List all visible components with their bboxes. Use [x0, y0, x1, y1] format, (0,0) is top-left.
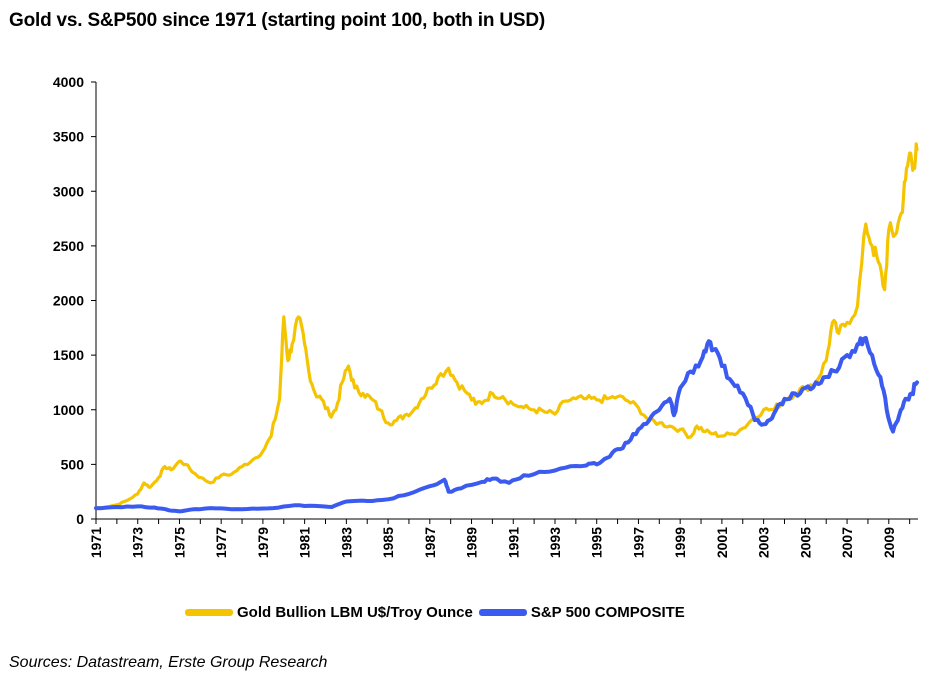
y-tick-label: 500 [61, 456, 85, 472]
x-tick-label: 1981 [297, 527, 313, 558]
x-tick-label: 2009 [881, 527, 897, 558]
x-tick-label: 1995 [589, 527, 605, 558]
x-tick-label: 1973 [130, 527, 146, 558]
source-note: Sources: Datastream, Erste Group Researc… [9, 654, 328, 671]
x-tick-label: 1979 [255, 527, 271, 558]
y-tick-label: 2500 [53, 238, 84, 254]
x-tick-label: 1983 [338, 527, 354, 558]
x-tick-label: 2005 [797, 527, 813, 558]
x-tick-label: 2001 [714, 527, 730, 558]
legend-item-gold: Gold Bullion LBM U$/Troy Ounce [185, 604, 473, 621]
axes: 0 500 1000 1500 2000 2500 3000 3500 4000 1971 1973… [53, 74, 918, 558]
y-tick-label: 1500 [53, 347, 84, 363]
x-tick-label: 1987 [422, 527, 438, 558]
x-tick-label: 1985 [380, 527, 396, 558]
x-tick-label: 1993 [547, 527, 563, 558]
series-lines [94, 142, 919, 514]
legend-label-gold: Gold Bullion LBM U$/Troy Ounce [237, 604, 473, 621]
y-tick-label: 1000 [53, 402, 84, 418]
x-tick-label: 1971 [88, 527, 104, 558]
x-tick-label: 1991 [505, 527, 521, 558]
x-tick-label: 1975 [171, 527, 187, 558]
y-tick-label: 3500 [53, 129, 84, 145]
y-tick-label: 3000 [53, 183, 84, 199]
x-tick-label: 1977 [213, 527, 229, 558]
x-tick-label: 1997 [630, 527, 646, 558]
y-tick-label: 2000 [53, 293, 84, 309]
chart-area: 0 500 1000 1500 2000 2500 3000 3500 4000 1971 1973… [53, 74, 919, 558]
y-tick-label: 4000 [53, 74, 84, 90]
chart-title: Gold vs. S&P500 since 1971 (starting poi… [9, 10, 545, 31]
x-tick-label: 2003 [756, 527, 772, 558]
y-tick-label: 0 [76, 511, 84, 527]
legend-swatch-gold [185, 609, 233, 616]
legend-label-sp500: S&P 500 COMPOSITE [530, 604, 685, 621]
legend: Gold Bullion LBM U$/Troy Ounce S&P 500 C… [185, 604, 691, 621]
x-tick-label: 1999 [672, 527, 688, 558]
x-tick-label: 1989 [464, 527, 480, 558]
x-tick-label: 2007 [839, 527, 855, 558]
series-line-gold [94, 142, 919, 510]
legend-swatch-sp500 [478, 609, 527, 616]
legend-item-sp500: S&P 500 COMPOSITE [478, 604, 685, 621]
series-line-sp500 [94, 335, 919, 514]
